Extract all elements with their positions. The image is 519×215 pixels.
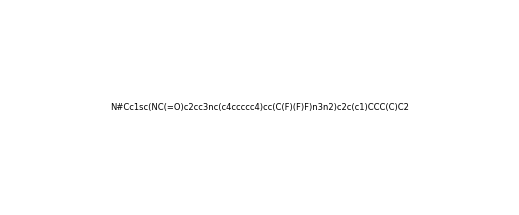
Text: N#Cc1sc(NC(=O)c2cc3nc(c4ccccc4)cc(C(F)(F)F)n3n2)c2c(c1)CCC(C)C2: N#Cc1sc(NC(=O)c2cc3nc(c4ccccc4)cc(C(F)(F…	[110, 103, 409, 112]
